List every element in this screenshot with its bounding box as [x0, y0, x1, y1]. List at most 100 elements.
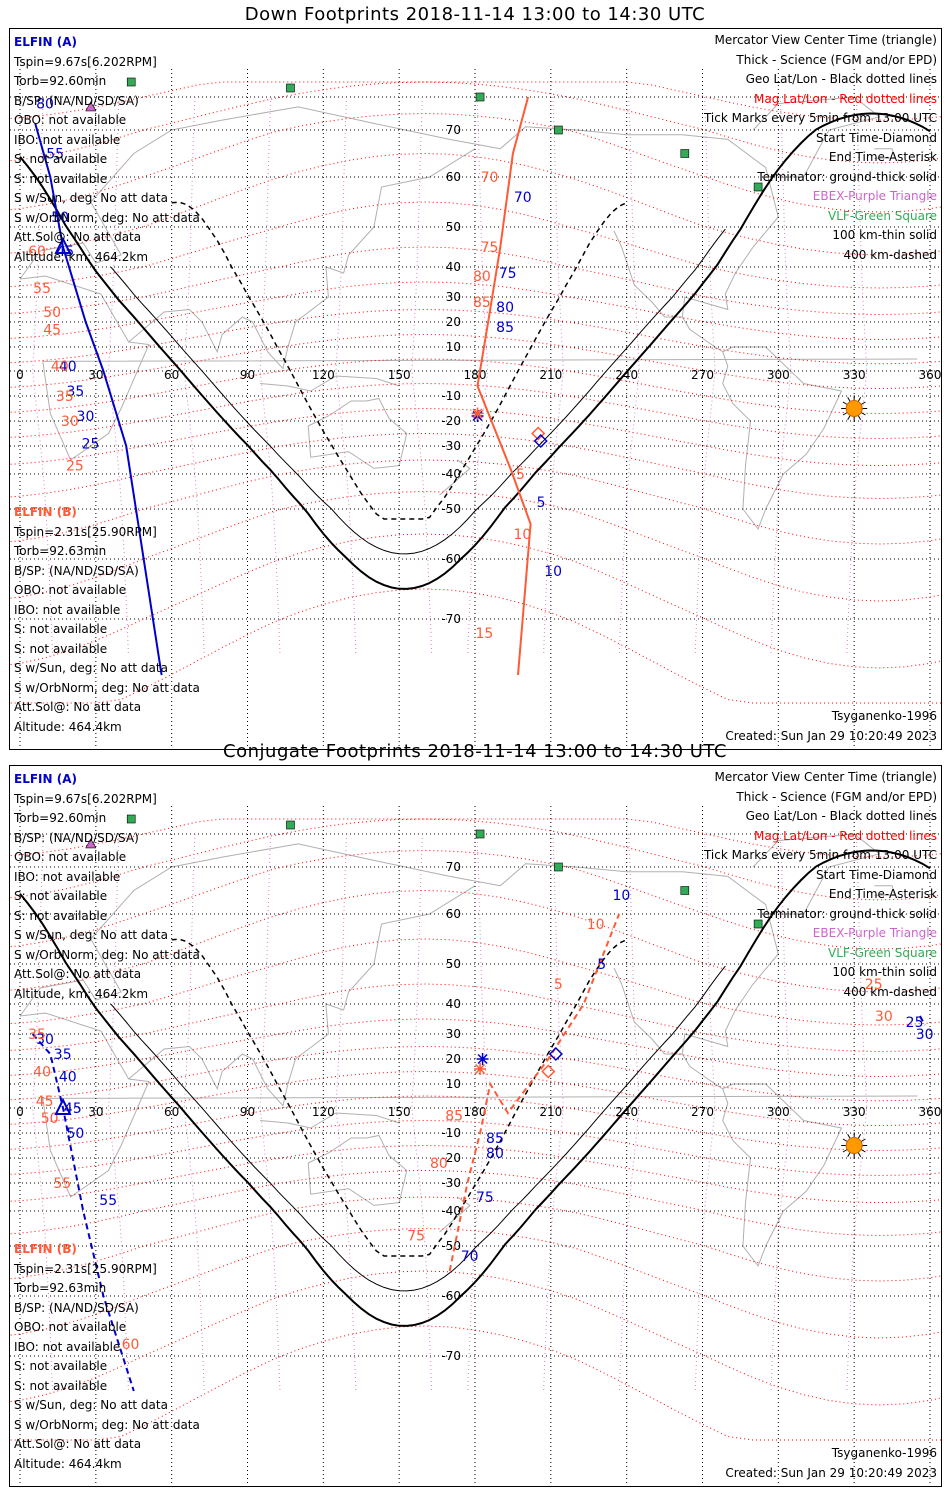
x-tick-label: 240 — [615, 368, 638, 382]
x-tick-label: 270 — [691, 1105, 714, 1119]
mag-meridian — [259, 833, 281, 1392]
elfin-b-line: Tspin=2.31s[25.90RPM] — [14, 524, 157, 539]
vlf-square — [680, 149, 690, 158]
vlf-square — [286, 820, 295, 830]
elfin-a-line: B/SP: (NA/ND/SD/SA) — [14, 93, 139, 108]
y-tick-label: -60 — [441, 552, 461, 566]
track-tick-label: 40 — [59, 1070, 77, 1086]
coastline — [499, 863, 843, 1268]
elfin-a-line: B/SP: (NA/ND/SD/SA) — [14, 830, 139, 845]
y-tick-label: -70 — [441, 1349, 461, 1363]
mag-parallel — [10, 490, 941, 602]
mag-meridian — [107, 833, 129, 1392]
orbit-track — [476, 96, 532, 676]
mag-lat-label: 25 — [66, 459, 84, 475]
legend-entry: Thick - Science (FGM and/or EPD) — [736, 789, 937, 804]
elfin-a-line: Altitude, km: 464.2km — [14, 249, 149, 264]
y-tick-label: -50 — [441, 502, 461, 516]
mag-lat-label: 80 — [473, 269, 491, 285]
legend-entry: Tick Marks every 5min from 13:00 UTC — [703, 848, 937, 862]
terminator-ground — [19, 112, 931, 590]
track-tick-label: 50 — [51, 210, 69, 226]
track-tick-label: 75 — [476, 1190, 494, 1206]
legend-entry: VLF-Green Square — [828, 208, 937, 223]
mag-parallel — [10, 152, 941, 256]
vlf-square — [680, 886, 690, 895]
y-tick-label: -40 — [441, 1204, 461, 1218]
legend-entry: Tick Marks every 5min from 13:00 UTC — [703, 111, 937, 125]
mag-lat-label: 75 — [407, 1229, 425, 1245]
elfin-b-line: Altitude: 464.4km — [14, 719, 122, 734]
elfin-a-line: Torb=92.60min — [14, 74, 107, 88]
track-tick-label: 30 — [36, 1032, 54, 1048]
y-tick-label: 30 — [446, 1027, 461, 1041]
y-tick-label: 20 — [446, 315, 461, 329]
elfin-b-line: S: not available — [14, 1378, 108, 1393]
track-tick-label: 80 — [496, 300, 514, 316]
y-tick-label: 10 — [446, 1077, 461, 1091]
mag-lat-label: 25 — [865, 977, 883, 993]
mag-parallel — [10, 459, 941, 545]
y-tick-label: 30 — [446, 290, 461, 304]
elfin-b-line: S w/Sun, deg: No att data — [14, 661, 168, 675]
legend-entry: 400 km-dashed — [843, 247, 937, 262]
mag-parallel — [10, 533, 941, 669]
y-tick-label: 60 — [446, 907, 461, 921]
mag-parallel — [10, 382, 941, 440]
sun-icon — [845, 1137, 863, 1154]
mag-parallel — [10, 1045, 941, 1102]
y-tick-label: 40 — [446, 260, 461, 274]
track-tick-label: 50 — [66, 1126, 84, 1142]
elfin-b-line: IBO: not available — [14, 602, 121, 617]
y-tick-label: 50 — [446, 957, 461, 971]
coastline — [752, 833, 881, 915]
y-tick-label: -20 — [441, 1151, 461, 1165]
footer-right: Tsyganenko-1996 Created: Sun Jan 29 10:2… — [725, 707, 937, 746]
terminator-100km — [110, 228, 726, 555]
sun-icon — [845, 400, 863, 417]
model-name: Tsyganenko-1996 — [831, 709, 937, 723]
elfin-b-line: B/SP: (NA/ND/SD/SA) — [14, 1300, 139, 1315]
x-tick-label: 360 — [919, 368, 941, 382]
mag-lat-label: 60 — [122, 1337, 140, 1353]
mag-meridian — [335, 96, 357, 655]
x-tick-label: 210 — [539, 1105, 562, 1119]
track-tick-label: 5 — [597, 957, 606, 973]
track-tick-label: 55 — [46, 147, 64, 163]
map-svg-conjugate: 0 30 60 90 120 150 180 210 240 270 300 330 360 70 60 50… — [10, 806, 941, 1486]
elfin-a-line: Tspin=9.67s[6.202RPM] — [14, 791, 157, 806]
elfin-a-header: ELFIN (A) — [14, 35, 77, 49]
ebex-triangle — [85, 101, 97, 112]
x-tick-label: 300 — [767, 1105, 790, 1119]
map-panel-down: 0 30 60 90 120 150 180 210 240 270 300 330 360 70 60 50… — [9, 28, 942, 750]
mag-meridian — [32, 833, 53, 1392]
track-tick-label: 10 — [612, 888, 630, 904]
mag-parallel — [10, 358, 941, 415]
mag-lat-label: 55 — [33, 281, 51, 297]
coastline — [19, 275, 918, 461]
legend-entry: Thick - Science (FGM and/or EPD) — [736, 52, 937, 67]
mag-lat-label: 40 — [33, 1065, 51, 1081]
mag-meridian — [618, 833, 640, 1392]
legend-entry: Mag Lat/Lon - Red dotted lines — [753, 828, 937, 843]
mag-meridian — [411, 96, 433, 655]
track-tick-label: 25 — [906, 1015, 924, 1031]
mag-meridian — [335, 833, 357, 1392]
vlf-square — [286, 83, 295, 93]
mag-parallel — [10, 983, 941, 1053]
mag-parallel — [10, 1325, 941, 1441]
mag-parallel — [10, 333, 941, 390]
x-tick-label: 180 — [464, 1105, 487, 1119]
track-tick-label: 70 — [514, 190, 532, 206]
mag-meridian — [259, 96, 281, 655]
vlf-square — [475, 92, 485, 102]
mag-meridian — [183, 833, 205, 1392]
mag-parallel — [10, 201, 941, 289]
y-tick-label: -10 — [441, 1126, 461, 1140]
track-tick-label: 85 — [496, 320, 514, 336]
ebex-triangle — [85, 838, 97, 849]
track-tick-label: 80 — [486, 1146, 504, 1162]
elfin-b-header: ELFIN (B) — [14, 505, 77, 519]
elfin-a-line: Att.Sol@: No att data — [14, 967, 142, 981]
coastline — [128, 885, 476, 1107]
